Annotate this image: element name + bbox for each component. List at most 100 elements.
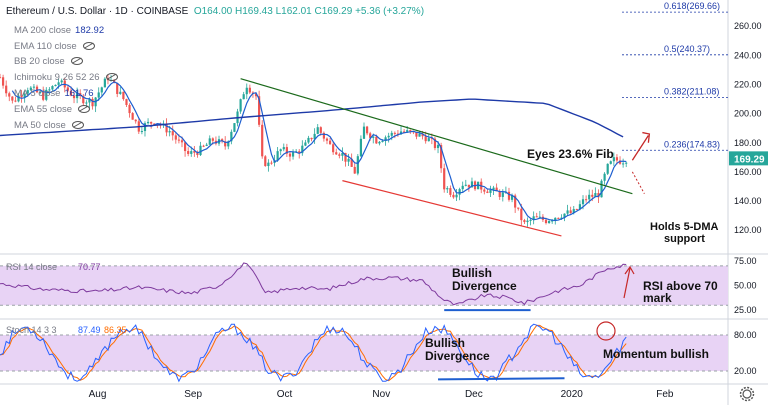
candle-body	[495, 187, 498, 192]
candle-body	[35, 86, 39, 93]
candle-body	[588, 194, 591, 200]
indicator-ichimoku[interactable]: Ichimoku 9 26 52 26	[14, 72, 118, 83]
candle-body	[51, 86, 54, 90]
candle-body	[625, 162, 628, 164]
candle-body	[369, 133, 372, 138]
candle-body	[591, 194, 594, 197]
candle-body	[603, 173, 606, 181]
stoch-d-line	[0, 324, 627, 382]
candle-body	[622, 163, 625, 165]
candle-body	[224, 141, 227, 147]
candle-body	[146, 121, 150, 124]
gear-icon-ring	[742, 389, 752, 399]
chart-header: Ethereum / U.S. Dollar · 1D · COINBASE O…	[6, 6, 424, 17]
candle-body	[430, 138, 433, 140]
candle-body	[365, 126, 369, 134]
indicator-ma5[interactable]: MA 5 close 161.76	[14, 88, 94, 99]
candle-body	[578, 204, 582, 210]
price-tick-label: 160.00	[734, 167, 762, 177]
annotation-fib-target: Eyes 23.6% Fib	[527, 147, 614, 161]
indicator-ma200[interactable]: MA 200 close 182.92	[14, 25, 104, 36]
candle-body	[393, 132, 396, 134]
indicator-ema55[interactable]: EMA 55 close	[14, 104, 91, 115]
upside-arrow-head	[642, 131, 651, 143]
indicator-label: MA 200 close	[14, 25, 72, 36]
rsi-annotation: Divergence	[452, 279, 517, 293]
stoch-annotation: Bullish	[425, 336, 465, 350]
candle-body	[418, 133, 421, 137]
rsi-arrow	[623, 267, 631, 299]
eye-hidden-icon[interactable]	[105, 73, 118, 81]
candle-body	[551, 220, 554, 222]
candle-body	[332, 144, 335, 153]
candle-body	[520, 208, 523, 221]
candle-body	[322, 132, 325, 139]
stoch-d-value: 86.35	[104, 325, 127, 335]
candle-body	[57, 82, 60, 85]
candle-body	[196, 152, 199, 156]
ohlc-readout: O164.00 H169.43 L162.01 C169.29 +5.36 (+…	[193, 6, 425, 17]
fib-level-label: 0.5(240.37)	[664, 44, 710, 54]
candle-body	[264, 156, 267, 167]
candle-body	[403, 131, 406, 133]
stoch-k-value: 87.49	[78, 325, 101, 335]
candle-body	[316, 127, 319, 134]
candle-body	[122, 91, 125, 100]
candle-body	[304, 142, 307, 146]
candle-body	[470, 181, 474, 188]
candle-body	[338, 154, 341, 156]
upside-arrow	[631, 135, 649, 161]
indicator-label: BB 20 close	[14, 56, 65, 67]
candle-body	[600, 180, 603, 198]
candle-body	[560, 217, 563, 219]
indicator-bb20[interactable]: BB 20 close	[14, 56, 83, 67]
time-tick-label: Aug	[89, 389, 107, 400]
indicator-label: EMA 110 close	[14, 41, 77, 52]
candle-body	[1, 77, 5, 86]
candle-body	[396, 133, 400, 135]
downside-arrow	[631, 171, 645, 194]
last-price-tag	[729, 151, 768, 166]
candle-body	[177, 139, 181, 141]
candle-body	[0, 77, 2, 79]
candle-body	[230, 131, 233, 142]
candle-body	[554, 217, 557, 221]
candle-body	[547, 221, 551, 224]
candle-body	[301, 145, 304, 154]
candle-body	[421, 133, 424, 137]
candle-body	[261, 124, 264, 157]
candle-body	[563, 213, 566, 218]
indicator-ma50[interactable]: MA 50 close	[14, 120, 84, 131]
candle-body	[378, 141, 381, 144]
candle-body	[233, 123, 236, 132]
rsi-value: 70.77	[78, 262, 101, 272]
candle-body	[190, 151, 193, 154]
gear-icon[interactable]	[739, 386, 755, 402]
candle-body	[507, 191, 511, 200]
eye-hidden-icon[interactable]	[82, 42, 95, 50]
candle-body	[455, 194, 458, 198]
candle-body	[20, 95, 23, 98]
candle-body	[572, 209, 575, 214]
candle-body	[415, 131, 418, 137]
candle-body	[242, 94, 245, 100]
candle-body	[103, 78, 106, 88]
candle-body	[427, 138, 430, 142]
candle-body	[557, 217, 560, 219]
candle-body	[211, 138, 214, 141]
candle-body	[39, 92, 42, 94]
candle-body	[76, 93, 79, 99]
rsi-title: RSI 14 close	[6, 262, 57, 272]
candle-body	[45, 89, 48, 100]
candle-body	[381, 141, 384, 143]
candle-body	[609, 161, 612, 164]
last-price-value: 169.29	[734, 154, 765, 165]
eye-hidden-icon[interactable]	[78, 105, 91, 113]
eye-hidden-icon[interactable]	[70, 57, 83, 65]
candle-body	[452, 194, 455, 198]
eye-hidden-icon[interactable]	[71, 121, 84, 129]
time-tick-label: Sep	[184, 389, 202, 400]
indicator-ema110[interactable]: EMA 110 close	[14, 41, 95, 52]
candle-body	[72, 95, 76, 99]
